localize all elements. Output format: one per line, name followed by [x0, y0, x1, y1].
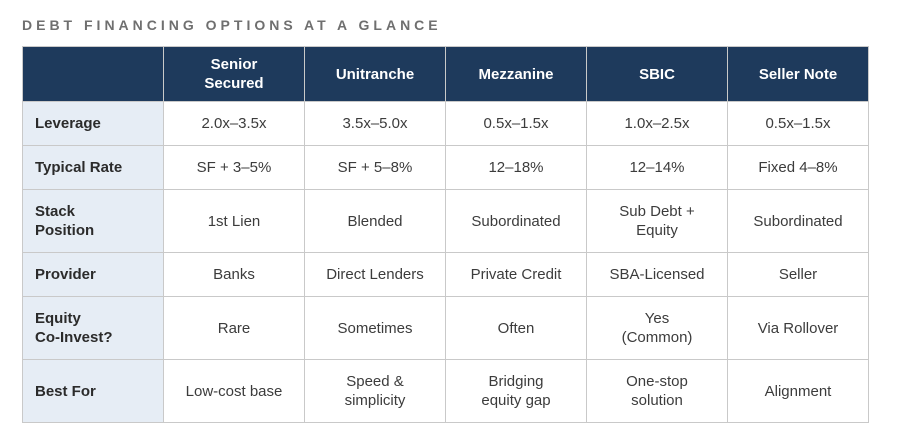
cell: Fixed 4–8% [727, 145, 869, 190]
row-label: Stack Position [22, 189, 164, 253]
cell: 12–18% [445, 145, 587, 190]
header-row: Senior Secured Unitranche Mezzanine SBIC… [22, 46, 869, 102]
cell: Via Rollover [727, 296, 869, 360]
col-header-mezzanine: Mezzanine [445, 46, 587, 102]
table-row-best-for: Best For Low-cost base Speed & simplicit… [22, 359, 869, 423]
table-row-provider: Provider Banks Direct Lenders Private Cr… [22, 252, 869, 297]
cell: Private Credit [445, 252, 587, 297]
col-header-seller-note: Seller Note [727, 46, 869, 102]
cell: Seller [727, 252, 869, 297]
row-label: Provider [22, 252, 164, 297]
col-header-unitranche: Unitranche [304, 46, 446, 102]
cell: 0.5x–1.5x [727, 101, 869, 146]
cell: 3.5x–5.0x [304, 101, 446, 146]
cell: Low-cost base [163, 359, 305, 423]
cell: Speed & simplicity [304, 359, 446, 423]
cell: Bridging equity gap [445, 359, 587, 423]
cell: Subordinated [727, 189, 869, 253]
cell: 2.0x–3.5x [163, 101, 305, 146]
cell: Often [445, 296, 587, 360]
table-row-equity-co-invest: Equity Co-Invest? Rare Sometimes Often Y… [22, 296, 869, 360]
cell: Banks [163, 252, 305, 297]
cell: One-stop solution [586, 359, 728, 423]
page-title: DEBT FINANCING OPTIONS AT A GLANCE [22, 17, 442, 33]
cell: SF + 5–8% [304, 145, 446, 190]
cell: 1.0x–2.5x [586, 101, 728, 146]
cell: 12–14% [586, 145, 728, 190]
cell: Alignment [727, 359, 869, 423]
cell: Blended [304, 189, 446, 253]
corner-cell [22, 46, 164, 102]
cell: SF + 3–5% [163, 145, 305, 190]
cell: Rare [163, 296, 305, 360]
cell: SBA-Licensed [586, 252, 728, 297]
cell: Subordinated [445, 189, 587, 253]
row-label: Equity Co-Invest? [22, 296, 164, 360]
cell: Sometimes [304, 296, 446, 360]
col-header-sbic: SBIC [586, 46, 728, 102]
row-label: Leverage [22, 101, 164, 146]
financing-options-table: Senior Secured Unitranche Mezzanine SBIC… [22, 46, 869, 423]
cell: Yes (Common) [586, 296, 728, 360]
table-row-leverage: Leverage 2.0x–3.5x 3.5x–5.0x 0.5x–1.5x 1… [22, 101, 869, 146]
cell: Direct Lenders [304, 252, 446, 297]
col-header-senior-secured: Senior Secured [163, 46, 305, 102]
row-label: Typical Rate [22, 145, 164, 190]
table-row-stack-position: Stack Position 1st Lien Blended Subordin… [22, 189, 869, 253]
cell: 1st Lien [163, 189, 305, 253]
cell: 0.5x–1.5x [445, 101, 587, 146]
cell: Sub Debt + Equity [586, 189, 728, 253]
table-row-typical-rate: Typical Rate SF + 3–5% SF + 5–8% 12–18% … [22, 145, 869, 190]
row-label: Best For [22, 359, 164, 423]
